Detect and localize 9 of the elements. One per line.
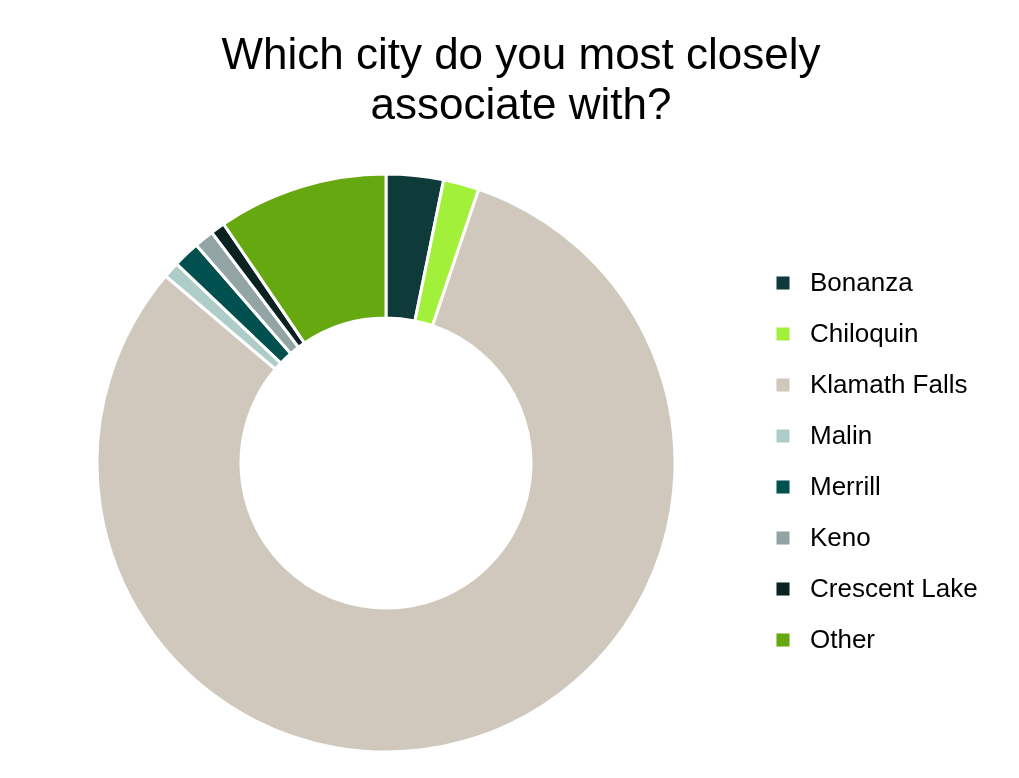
legend-label: Klamath Falls: [810, 369, 968, 399]
legend-label: Merrill: [810, 471, 881, 501]
legend-label: Malin: [810, 420, 873, 450]
legend-label: Bonanza: [810, 267, 914, 297]
legend-label: Chiloquin: [810, 318, 919, 348]
chart-title: Which city do you most closely associate with?: [221, 29, 821, 128]
legend-label: Keno: [810, 522, 871, 552]
legend-label: Crescent Lake: [810, 573, 978, 603]
legend-label: Other: [810, 624, 876, 654]
